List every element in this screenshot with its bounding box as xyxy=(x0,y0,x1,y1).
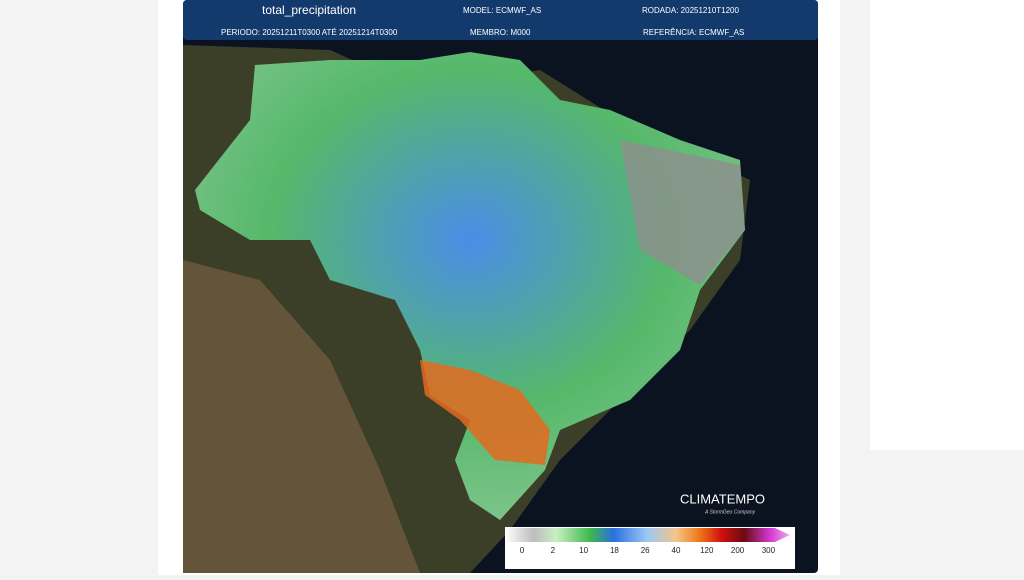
legend-tick: 120 xyxy=(700,546,714,555)
legend-tick: 300 xyxy=(762,546,776,555)
colorbar xyxy=(505,528,790,542)
rodada: RODADA: 20251210T1200 xyxy=(642,6,740,15)
legend-tick: 2 xyxy=(551,546,556,555)
header-bar xyxy=(183,0,818,40)
brazil-precipitation xyxy=(195,52,745,520)
legend-tick: 200 xyxy=(731,546,745,555)
membro: MEMBRO: M000 xyxy=(470,28,531,37)
legend-tick: 18 xyxy=(610,546,619,555)
side-panel xyxy=(870,0,1024,450)
heavy-rain-area xyxy=(420,360,550,465)
legend-tick: 10 xyxy=(579,546,588,555)
dry-area xyxy=(620,140,745,285)
legend-tick: 0 xyxy=(520,546,525,555)
model: MODEL: ECMWF_AS xyxy=(463,6,541,15)
logo: CLIMATEMPO xyxy=(680,491,765,506)
map-title: total_precipitation xyxy=(262,3,356,17)
logo-tagline: A StormGeo Company xyxy=(704,509,756,515)
legend-tick: 26 xyxy=(641,546,650,555)
legend-tick: 40 xyxy=(672,546,681,555)
referencia: REFERÊNCIA: ECMWF_AS xyxy=(643,28,744,37)
andes xyxy=(183,260,420,573)
periodo: PERIODO: 20251211T0300 ATÉ 20251214T0300 xyxy=(221,28,398,37)
